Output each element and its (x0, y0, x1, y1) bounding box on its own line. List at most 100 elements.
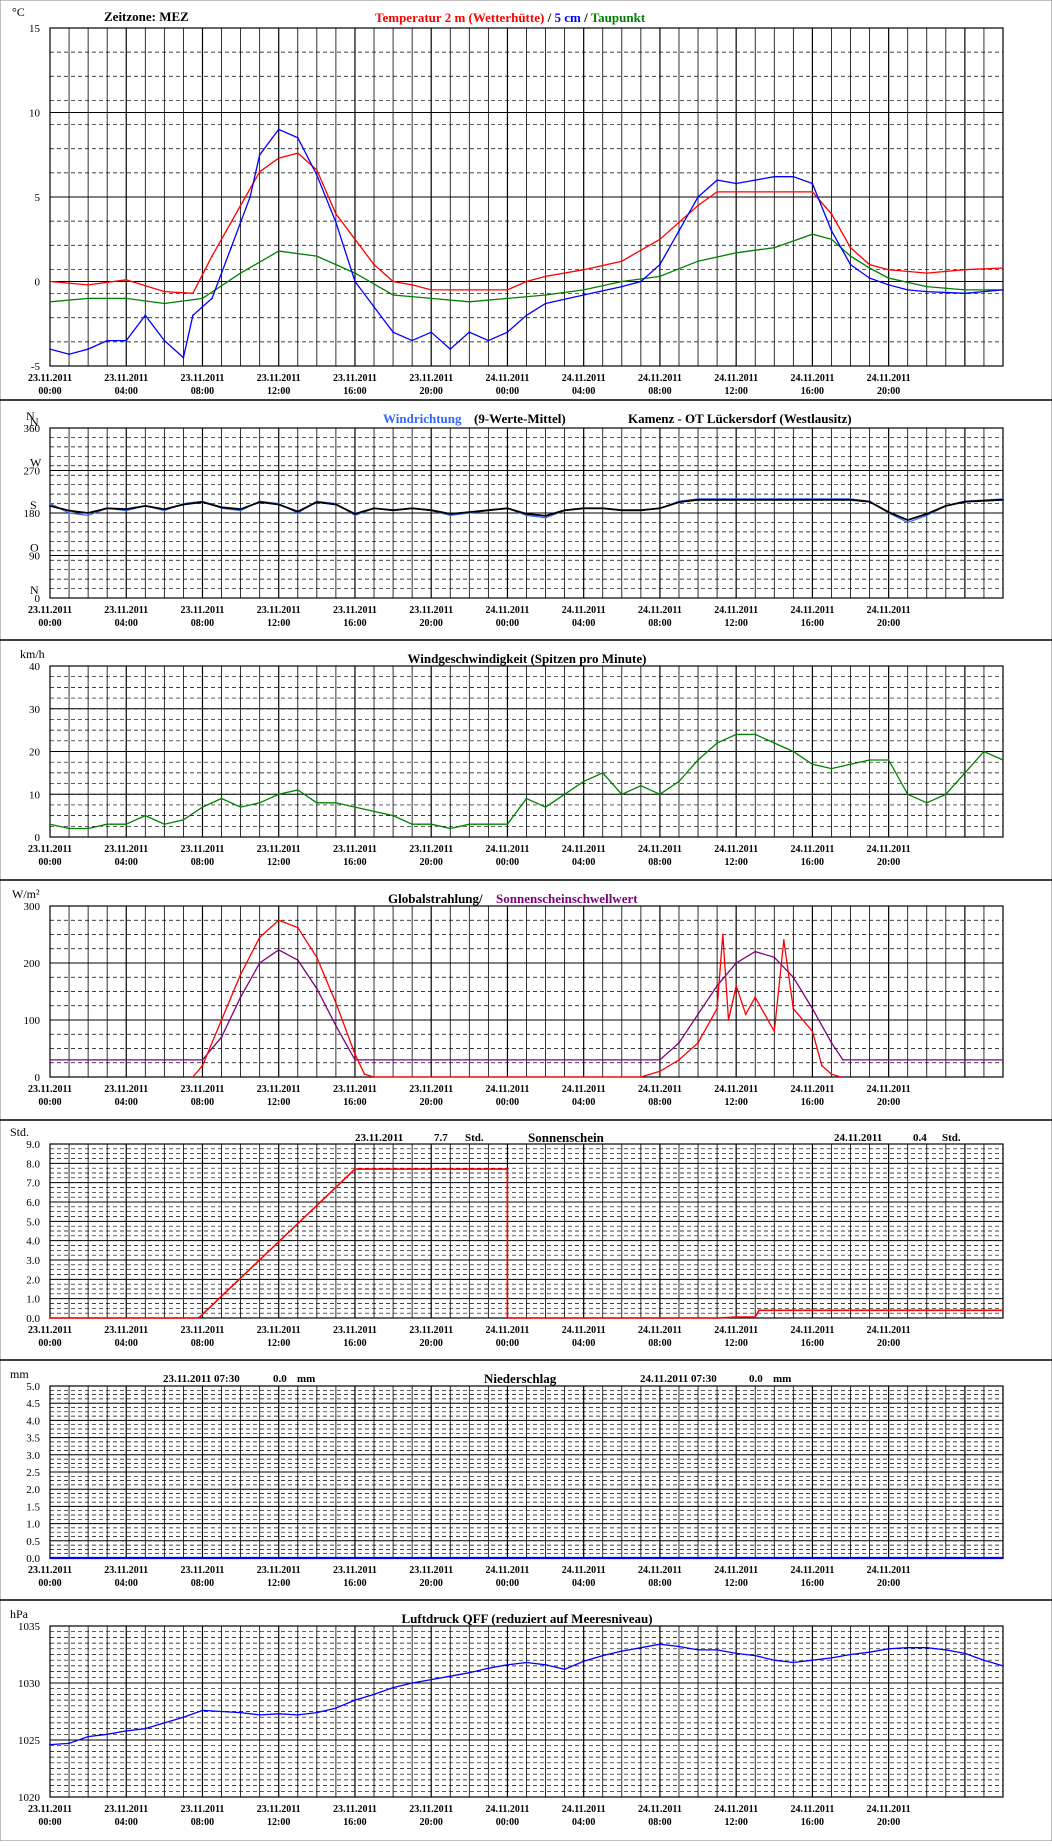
x-tick-label-date: 23.11.2011 (181, 1565, 225, 1576)
data-point (716, 742, 718, 744)
data-point (220, 1036, 223, 1038)
y-tick-label: 90 (29, 551, 41, 563)
y-axis-unit: °C (12, 5, 25, 19)
x-tick-label-time: 20:00 (877, 1578, 900, 1589)
station-name: Kamenz - OT Lückersdorf (Westlausitz) (628, 411, 852, 426)
data-point (211, 297, 213, 300)
x-tick-label-date: 23.11.2011 (181, 1804, 225, 1815)
data-point (182, 503, 185, 506)
data-point (887, 759, 890, 761)
series-line-9-werte-mittel (49, 498, 1004, 522)
x-tick-label-time: 08:00 (191, 1817, 214, 1828)
x-tick-label-date: 23.11.2011 (28, 605, 72, 616)
data-point (849, 263, 852, 266)
x-tick-label-time: 04:00 (572, 1097, 595, 1108)
x-tick-label-date: 23.11.2011 (181, 1084, 225, 1095)
series-line-sonnenschein (50, 1168, 1003, 1319)
data-point (582, 268, 585, 271)
data-point (163, 1722, 166, 1724)
panel-pressure: 23.11.2011 00:00 23.11.2011 04:00 23.11.2011… (10, 1607, 1004, 1828)
y-tick-label: 1020 (18, 1792, 41, 1804)
data-point (944, 793, 947, 796)
chart-title: Windgeschwindigkeit (Spitzen pro Minute) (408, 651, 647, 666)
data-point (925, 1646, 928, 1649)
data-point (830, 1657, 833, 1659)
data-point (563, 1668, 566, 1671)
x-tick-label-time: 12:00 (724, 386, 747, 397)
direction-label: S (30, 498, 37, 512)
data-point (392, 814, 394, 817)
data-point (315, 1711, 318, 1714)
data-point (964, 268, 966, 271)
data-point (506, 289, 509, 291)
day1-date: 23.11.2011 (355, 1132, 403, 1144)
data-point (392, 509, 394, 512)
data-point (697, 498, 699, 501)
plot-frame (49, 665, 1004, 838)
data-point (811, 1659, 814, 1662)
data-point (49, 505, 51, 507)
data-point (792, 976, 795, 979)
x-tick-label-time: 20:00 (877, 857, 900, 868)
data-point (773, 246, 776, 249)
y-tick-label: 1030 (18, 1678, 41, 1690)
x-tick-label-date: 24.11.2011 (714, 1084, 758, 1095)
x-tick-label-date: 24.11.2011 (562, 1565, 606, 1576)
plot-frame (49, 1625, 1004, 1798)
x-tick-label-time: 08:00 (191, 857, 214, 868)
data-point (506, 1663, 509, 1666)
x-tick-label-date: 24.11.2011 (867, 1804, 911, 1815)
data-point (830, 1041, 833, 1044)
data-point (335, 1707, 337, 1709)
series-line-5-cm (49, 128, 1004, 359)
x-tick-label-date: 23.11.2011 (333, 1804, 377, 1815)
data-point (601, 507, 604, 510)
data-point (392, 1686, 394, 1689)
data-point (640, 1076, 642, 1078)
data-point (411, 284, 413, 286)
data-point (944, 505, 947, 507)
data-point (220, 1019, 223, 1021)
data-point (49, 1743, 51, 1746)
data-point (868, 759, 871, 761)
data-point (258, 962, 261, 964)
x-tick-label-time: 12:00 (267, 1817, 290, 1828)
data-point (373, 507, 375, 510)
data-point (525, 314, 528, 317)
data-point (620, 509, 623, 512)
y-tick-label: 15 (29, 23, 41, 35)
x-tick-label-time: 00:00 (38, 1338, 61, 1349)
x-tick-label-date: 23.11.2011 (181, 1325, 225, 1336)
data-point (830, 213, 833, 215)
data-point (201, 297, 204, 300)
data-point (296, 959, 299, 961)
data-point (906, 519, 909, 521)
data-point (868, 500, 871, 503)
data-point (868, 267, 871, 269)
data-point (563, 793, 566, 796)
data-point (849, 255, 852, 257)
data-point (1002, 267, 1004, 269)
data-point (449, 1675, 452, 1678)
y-tick-label: 0 (35, 593, 41, 605)
x-tick-label-date: 23.11.2011 (257, 1565, 301, 1576)
data-point (697, 196, 699, 198)
data-point (811, 191, 814, 193)
data-point (727, 1019, 730, 1021)
data-point (411, 507, 413, 510)
data-point (868, 263, 871, 266)
data-point (849, 498, 852, 501)
data-point (144, 814, 147, 817)
data-point (430, 1678, 433, 1681)
panel-temperature: 23.11.2011 00:00 23.11.2011 04:00 23.11.2011… (12, 5, 1004, 397)
x-tick-label-date: 24.11.2011 (638, 1084, 682, 1095)
x-tick-label-time: 16:00 (343, 386, 366, 397)
y-tick-label: 0 (35, 832, 41, 844)
data-point (640, 509, 642, 512)
data-point (773, 498, 776, 501)
chart-title: Globalstrahlung/ (388, 891, 483, 906)
x-tick-label-date: 24.11.2011 (714, 605, 758, 616)
data-point (239, 996, 242, 999)
data-point (697, 1041, 699, 1044)
